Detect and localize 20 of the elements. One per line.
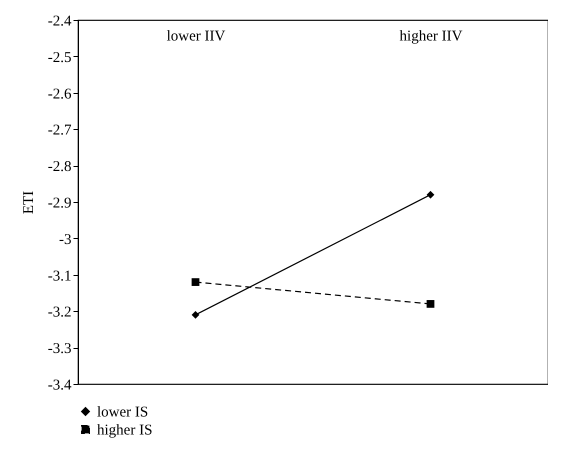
point [192,310,200,319]
x-tick-label: lower IIV [166,28,226,44]
legend-label: higher IS [97,422,152,438]
y-tick-label: -3 [59,232,72,248]
y-tick-label: -2.6 [48,86,72,102]
point [426,300,434,308]
y-tick-label: -2.9 [48,196,72,212]
y-tick-label: -3.3 [48,341,72,358]
y-tick-label: -2.7 [48,122,72,139]
x-tick-label: higher IIV [400,28,463,44]
y-axis-title: ETI [20,190,37,214]
y-tick-label: -2.5 [48,50,72,66]
legend-label: lower IS [97,404,148,420]
y-tick-label: -3.1 [48,268,72,284]
point [192,278,200,286]
y-tick-label: -2.8 [48,159,72,176]
point [426,190,434,199]
y-tick-label: -2.4 [48,14,72,30]
y-tick-label: -3.4 [48,378,72,394]
y-tick-label: -3.2 [48,304,72,321]
